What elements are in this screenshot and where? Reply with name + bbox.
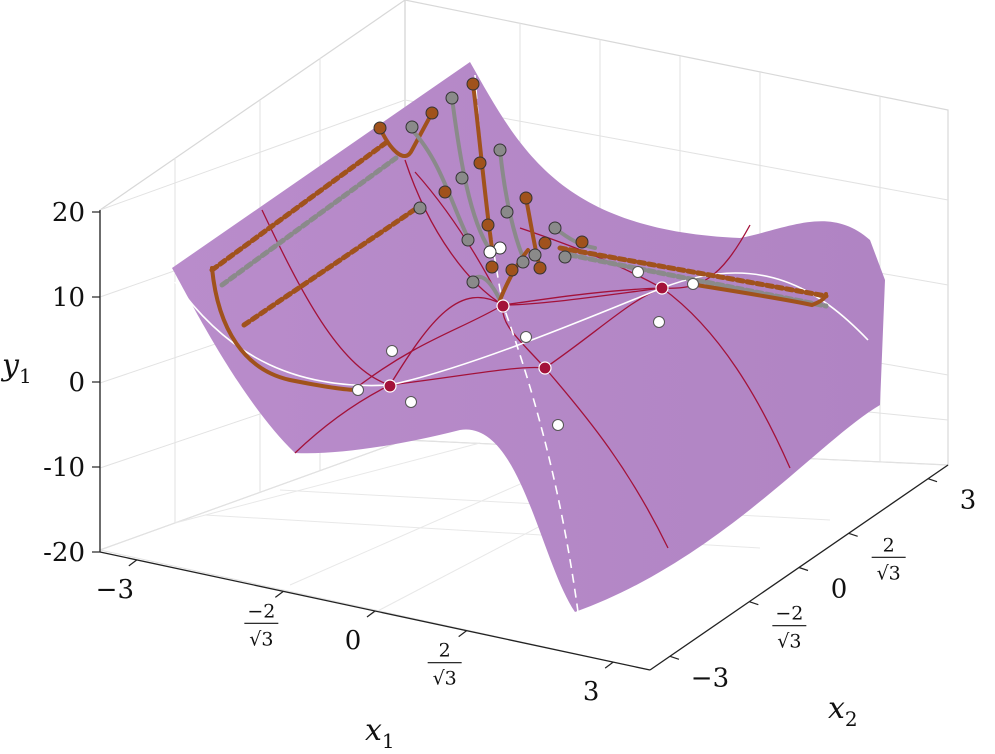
trajectory-marker: [493, 143, 507, 157]
x1-tick-mark: [604, 661, 614, 669]
x1-tick-denominator: √3: [249, 628, 273, 650]
trajectory-marker: [373, 121, 387, 135]
y1-tick-label: 10: [52, 283, 85, 313]
trajectory-path: [210, 266, 360, 392]
trajectory-marker: [485, 260, 499, 274]
x2-tick-mark: [848, 532, 858, 537]
trajectory-marker: [461, 233, 475, 247]
trajectory-path: [410, 128, 470, 240]
trajectory-path: [209, 139, 390, 273]
trajectory-marker: [466, 275, 480, 289]
initial-point-marker: [386, 345, 398, 357]
x2-tick-denominator: √3: [777, 631, 801, 653]
trajectory-marker: [533, 261, 547, 275]
x1-tick-mark: [128, 559, 138, 567]
initial-point-marker: [552, 419, 564, 431]
y1-tick-label: -10: [43, 453, 85, 483]
x2-tick-denominator: √3: [877, 562, 901, 584]
x2-tick-numerator: −2: [775, 603, 803, 625]
y1-tick-label: -20: [43, 538, 85, 568]
x2-tick-label: 0: [831, 575, 848, 605]
critical-point-marker: [496, 299, 510, 313]
critical-point-marker: [538, 361, 552, 375]
surface-mesh-lines: [261, 159, 791, 549]
trajectory-marker: [455, 171, 469, 185]
trajectory-marker: [473, 156, 487, 170]
trajectory-marker: [505, 263, 519, 277]
trajectory-path: [450, 96, 492, 252]
initial-point-marker: [632, 266, 644, 278]
y1-axis-label: y1: [0, 348, 32, 388]
trajectory-marker: [438, 185, 452, 199]
x2-axis-label: x2: [828, 691, 858, 731]
y1-ticks: 20 10 0 -10 -20: [43, 198, 100, 568]
trajectory-marker: [519, 191, 533, 205]
initial-point-marker: [405, 396, 417, 408]
x2-tick-numerator: 2: [883, 534, 895, 556]
x1-axis-label: x1: [365, 713, 395, 749]
trajectory-marker: [548, 221, 562, 235]
initial-point-marker: [653, 316, 665, 328]
x1-tick-mark: [458, 630, 468, 638]
x1-tick-label: 0: [345, 626, 362, 656]
trajectory-path: [688, 282, 828, 308]
trajectory-marker: [538, 236, 552, 250]
markers: [352, 77, 699, 431]
x1-ticks: −3 −2 √3 0 2 √3 3: [96, 559, 614, 707]
x1-tick-denominator: √3: [433, 668, 457, 690]
trajectory-path: [557, 245, 829, 299]
trajectory-marker: [405, 120, 419, 134]
critical-point-marker: [655, 281, 669, 295]
trajectory-path: [241, 203, 423, 328]
x1-tick-mark: [274, 590, 284, 598]
critical-point-marker: [383, 379, 397, 393]
trajectory-marker: [516, 255, 530, 269]
trajectory-marker: [466, 77, 480, 91]
x2-ticks: −3 −2 √3 0 2 √3 3: [669, 478, 977, 693]
initial-point-marker: [687, 278, 699, 290]
trajectory-path: [219, 155, 399, 288]
x2-tick-mark: [927, 478, 938, 483]
x2-tick-label: −3: [691, 663, 729, 693]
x1-tick-numerator: −2: [247, 600, 275, 622]
trajectory-marker: [558, 250, 572, 264]
initial-point-marker: [520, 331, 532, 343]
trajectory-marker: [528, 248, 542, 262]
trajectory-marker: [481, 218, 495, 232]
x1-tick-mark: [366, 610, 376, 618]
x2-tick-mark: [798, 566, 809, 572]
x1-tick-label: 3: [583, 677, 600, 707]
trajectory-marker: [425, 106, 439, 120]
x2-tick-mark: [669, 655, 680, 660]
trajectory-marker: [575, 235, 589, 249]
trajectory-marker: [483, 245, 497, 259]
x2-tick-mark: [749, 601, 759, 606]
x1-tick-label: −3: [96, 575, 134, 605]
y1-tick-label: 20: [52, 198, 85, 228]
trajectory-path: [378, 111, 434, 158]
x2-tick-label: 3: [960, 486, 977, 516]
y1-tick-label: 0: [68, 368, 85, 398]
trajectory-marker: [445, 91, 459, 105]
initial-point-marker: [352, 384, 364, 396]
trajectory-marker: [500, 205, 514, 219]
x1-tick-numerator: 2: [439, 640, 451, 662]
trajectory-marker: [413, 201, 427, 215]
